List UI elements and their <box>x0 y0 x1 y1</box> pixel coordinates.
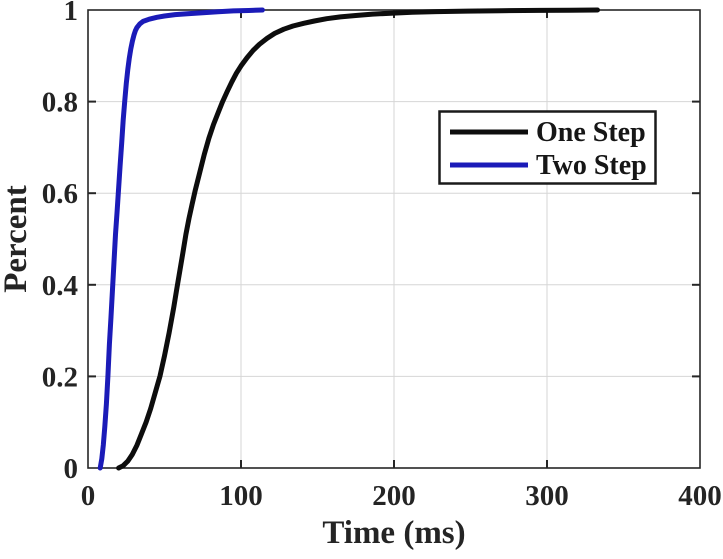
y-axis-title: Percent <box>0 185 34 293</box>
y-tick-labels: 0 0.2 0.4 0.6 0.8 1 <box>42 0 78 485</box>
series-line-one-step <box>116 7 600 471</box>
y-tick-label-0.2: 0.2 <box>42 361 78 393</box>
y-tick-label-0.8: 0.8 <box>42 87 78 119</box>
y-tick-label-0: 0 <box>64 453 79 485</box>
legend: One Step Two Step <box>438 110 657 185</box>
x-tick-label-0: 0 <box>81 480 96 512</box>
x-tick-label-400: 400 <box>678 480 722 512</box>
legend-label-two-step: Two Step <box>536 150 647 181</box>
x-tick-label-300: 300 <box>525 480 569 512</box>
x-tick-labels: 0 100 200 300 400 <box>81 480 722 512</box>
legend-box <box>438 110 657 185</box>
y-tick-label-0.4: 0.4 <box>42 270 78 302</box>
gridlines <box>88 10 700 468</box>
x-tick-label-200: 200 <box>372 480 416 512</box>
legend-label-one-step: One Step <box>536 117 646 148</box>
data-curves <box>97 7 600 471</box>
y-tick-label-0.6: 0.6 <box>42 178 78 210</box>
x-axis-title: Time (ms) <box>322 515 465 551</box>
x-tick-label-100: 100 <box>219 480 263 512</box>
series-line-two-step <box>97 7 265 471</box>
y-tick-label-1: 1 <box>64 0 79 27</box>
